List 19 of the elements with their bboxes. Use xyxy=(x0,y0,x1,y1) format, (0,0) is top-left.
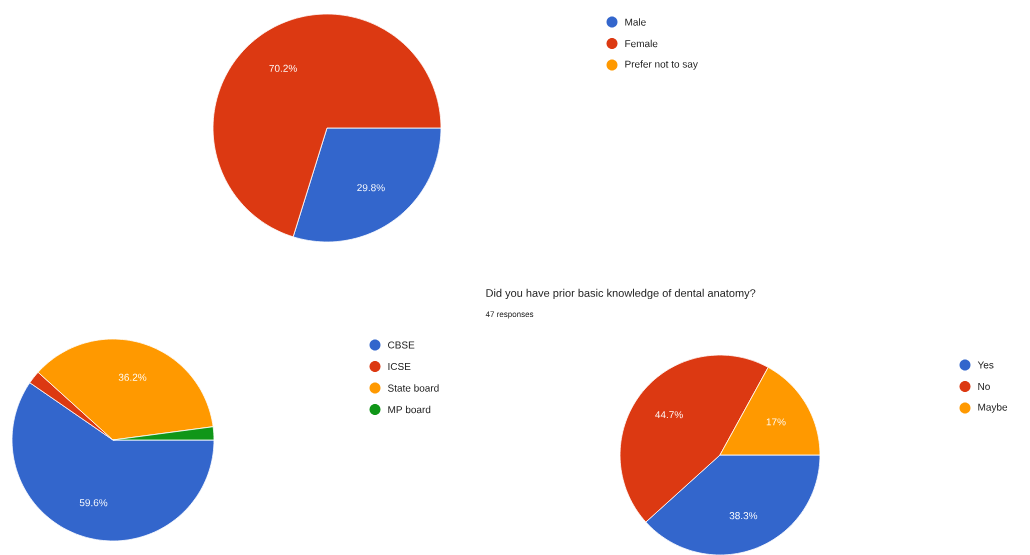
data-label: 17% xyxy=(766,418,786,426)
chart-title: Did you have prior basic knowledge of dental anatomy? xyxy=(486,288,756,300)
legend-label: Maybe xyxy=(978,403,1008,413)
text: 47 responses xyxy=(485,311,534,319)
legend-label: Prefer not to say xyxy=(625,60,698,70)
data-label: 44.7% xyxy=(655,411,683,419)
legend-label: Female xyxy=(625,39,658,48)
legend-label: CBSE xyxy=(388,341,415,349)
data-label: 59.6% xyxy=(79,499,108,507)
legend-label: ICSE xyxy=(388,362,411,371)
legend-label: MP board xyxy=(388,405,431,414)
data-label: 29.8% xyxy=(357,184,385,192)
legend-label: No xyxy=(978,383,990,390)
legend-label: Male xyxy=(625,18,646,26)
data-label: 38.3% xyxy=(729,512,758,520)
data-label: 36.2% xyxy=(118,373,147,381)
legend-label: Yes xyxy=(977,361,994,369)
data-label: 70.2% xyxy=(269,64,297,72)
legend-label: State board xyxy=(387,384,439,392)
